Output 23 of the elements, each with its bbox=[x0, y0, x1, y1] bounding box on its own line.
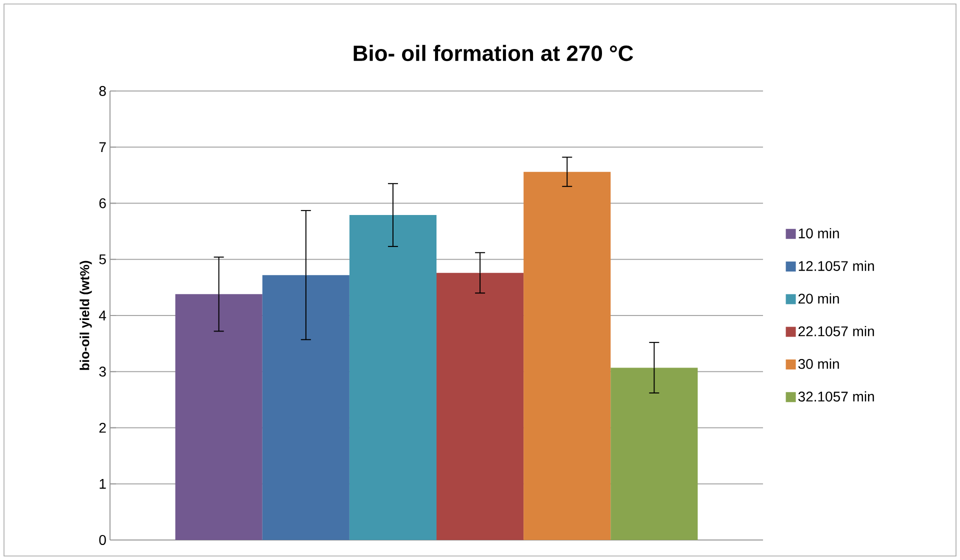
y-tick-label: 1 bbox=[100, 479, 106, 489]
bar bbox=[349, 215, 437, 540]
y-tick-label: 0 bbox=[99, 535, 106, 545]
bar bbox=[175, 294, 262, 540]
y-tick-label: 3 bbox=[99, 366, 106, 377]
y-tick-label: 5 bbox=[99, 254, 106, 264]
bar bbox=[262, 275, 350, 540]
legend-label: 12.1057 min bbox=[798, 260, 874, 271]
legend-label: 22.1057 min bbox=[798, 326, 874, 336]
legend-label: 32.1057 min bbox=[798, 391, 874, 402]
legend-label: 20 min bbox=[798, 293, 839, 304]
y-tick-label: 7 bbox=[99, 142, 106, 152]
chart-title: Bio- oil formation at 270 °C bbox=[354, 44, 634, 62]
y-tick-label: 2 bbox=[99, 422, 106, 433]
y-tick-label: 6 bbox=[99, 198, 106, 208]
y-axis-title: bio-oil yield (wt%) bbox=[80, 260, 92, 370]
bar bbox=[610, 368, 698, 540]
legend-label: 10 min bbox=[798, 228, 839, 238]
bar bbox=[436, 272, 524, 540]
bar bbox=[524, 172, 611, 540]
y-tick-label: 4 bbox=[99, 310, 106, 320]
legend-label: 30 min bbox=[798, 358, 839, 369]
y-tick-label: 8 bbox=[99, 86, 106, 96]
